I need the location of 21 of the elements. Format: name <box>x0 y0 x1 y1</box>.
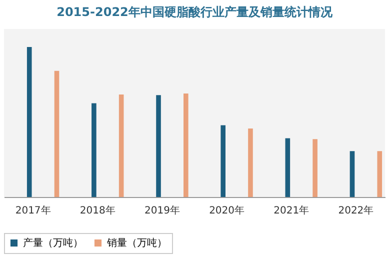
bar <box>220 125 226 197</box>
bar <box>156 95 161 197</box>
legend-label: 产量（万吨） <box>23 237 83 249</box>
bar <box>350 151 355 197</box>
x-tick-label: 2021年 <box>274 204 310 216</box>
bar <box>184 94 188 197</box>
bar <box>285 138 290 197</box>
bar <box>377 151 382 197</box>
bar <box>54 70 60 197</box>
bar <box>26 47 32 197</box>
x-tick-label: 2018年 <box>80 204 116 216</box>
x-tick-label: 2020年 <box>209 204 245 216</box>
legend-label: 销量（万吨） <box>106 237 167 249</box>
bar <box>118 94 124 197</box>
bar <box>92 103 96 197</box>
x-tick-label: 2017年 <box>15 204 51 216</box>
bar <box>312 139 318 197</box>
bar <box>248 128 253 197</box>
chart-title: 2015-2022年中国硬脂酸行业产量及销量统计情况 <box>56 5 334 19</box>
x-tick-label: 2022年 <box>338 204 374 216</box>
x-tick-label: 2019年 <box>144 204 180 216</box>
